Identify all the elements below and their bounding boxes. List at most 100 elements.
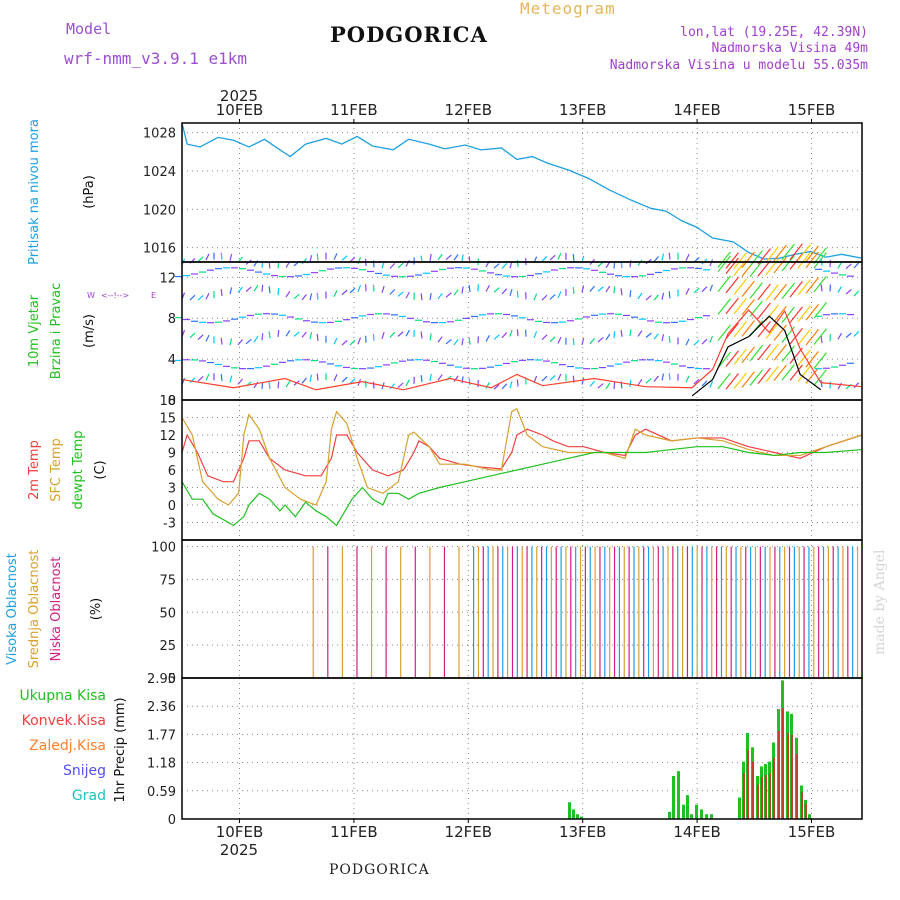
wind-arrow [301, 331, 307, 338]
wind-arrow [501, 383, 508, 390]
wind-arrow [589, 337, 595, 345]
wind-arrow [741, 280, 755, 297]
wind-arrow [741, 298, 755, 316]
precip-tick: 0.59 [147, 785, 176, 800]
rain-bar [572, 809, 575, 819]
wind-arrow [781, 255, 795, 272]
conv-bar [778, 731, 780, 819]
wind-arrow [685, 254, 690, 261]
wind-arrow [237, 286, 243, 293]
wind-arrow [805, 304, 819, 321]
cloud-bars [312, 546, 859, 678]
wind-arrow [509, 329, 513, 337]
wind-arrow [629, 379, 632, 387]
conv-bar [805, 803, 807, 819]
wind-arrow [189, 294, 196, 301]
wind-arrow [645, 332, 652, 338]
wind-arrow [789, 243, 803, 260]
date-tick-bottom: 12FEB [445, 823, 492, 841]
date-tick-top: 10FEB [216, 101, 263, 119]
wind-arrow [485, 335, 490, 342]
wind-arrow [805, 329, 819, 346]
wind-arrow [397, 382, 404, 389]
wind-arrow [613, 382, 616, 390]
wind-arrow [813, 252, 827, 269]
wind-arrow [437, 292, 443, 300]
precip-legend-5: Grad [72, 788, 106, 804]
watermark: made by Angel [872, 549, 888, 656]
cloud-label-2: Srednja Oblacnost [27, 550, 42, 669]
wind-arrow [765, 343, 779, 361]
rain-bar [808, 814, 811, 819]
wind-arrow [733, 321, 747, 338]
wind-arrow [429, 292, 432, 301]
date-tick-bottom: 10FEB [216, 823, 263, 841]
wind-arrow [468, 378, 471, 386]
temp-tick: 3 [168, 482, 176, 497]
wind-arrow [197, 376, 204, 382]
wind-arrow [725, 276, 739, 294]
wind-arrow [709, 380, 714, 388]
wind-tick: 8 [168, 312, 176, 327]
wind-arrow [516, 290, 519, 298]
date-tick-top: 12FEB [445, 101, 492, 119]
cloud-tick: 50 [159, 606, 176, 621]
meteogram-label: Meteogram [520, 0, 616, 18]
wind-arrow [357, 257, 362, 265]
wind-arrow [693, 287, 700, 294]
wind-arrow [805, 351, 819, 368]
wind-arrow [693, 339, 700, 346]
wind-arrow [805, 245, 819, 262]
wind-arrow [557, 291, 562, 299]
wind-arrow [461, 286, 464, 294]
precip-legend-3: Zaledj.Kisa [29, 738, 106, 754]
wind-arrow [797, 349, 811, 366]
wind-arrow [613, 286, 616, 294]
wind-arrow [533, 331, 538, 339]
wind-arrow [701, 286, 708, 293]
wind-arrow [620, 288, 623, 296]
wind-arrow [805, 277, 819, 294]
wind-arrow [309, 332, 313, 340]
wind-arrow [253, 285, 259, 292]
temp-tick: 0 [168, 499, 176, 514]
wind-arrow [717, 372, 731, 390]
rain-bar [686, 795, 689, 819]
wind-arrow [516, 259, 519, 267]
wind-arrow [668, 252, 671, 260]
wind-arrow [789, 281, 803, 298]
wind-arrow [853, 290, 860, 297]
wind-arrow [541, 334, 548, 341]
wind-arrow [605, 285, 611, 293]
wind-arrow [493, 263, 500, 269]
model-altitude: Nadmorska Visina u modelu 55.035m [609, 58, 868, 73]
cloud-label-3: Niska Oblacnost [49, 557, 64, 662]
wind-arrow [453, 254, 459, 261]
wind-arrow [765, 365, 779, 383]
wind-arrow [668, 335, 671, 344]
wind-arrow [773, 324, 787, 341]
wind-arrow [293, 331, 300, 337]
wind-arrow [557, 373, 562, 381]
wind-arrow [285, 380, 291, 388]
wind-arrow [661, 253, 665, 261]
wind-arrow [709, 335, 714, 343]
wind-arrow [789, 364, 803, 381]
wind-arrow [781, 306, 795, 324]
wind-arrow [845, 289, 852, 295]
wind-arrow [820, 336, 823, 344]
cloud-tick: 0 [168, 672, 176, 687]
wind-arrow [797, 328, 811, 346]
wind-arrow [316, 333, 319, 341]
wind-arrow [333, 253, 338, 260]
wind-arrow [220, 252, 223, 260]
wind-arrow [781, 282, 795, 300]
year-top: 2025 [220, 87, 258, 105]
coordinates: lon,lat (19.25E, 42.39N) [680, 25, 868, 40]
wind-arrow [205, 373, 210, 381]
wind-arrow [797, 365, 811, 383]
wind-arrow [533, 293, 538, 301]
wind-arrow [205, 334, 210, 342]
wind-arrow [549, 254, 556, 261]
wind-arrow [429, 333, 432, 341]
